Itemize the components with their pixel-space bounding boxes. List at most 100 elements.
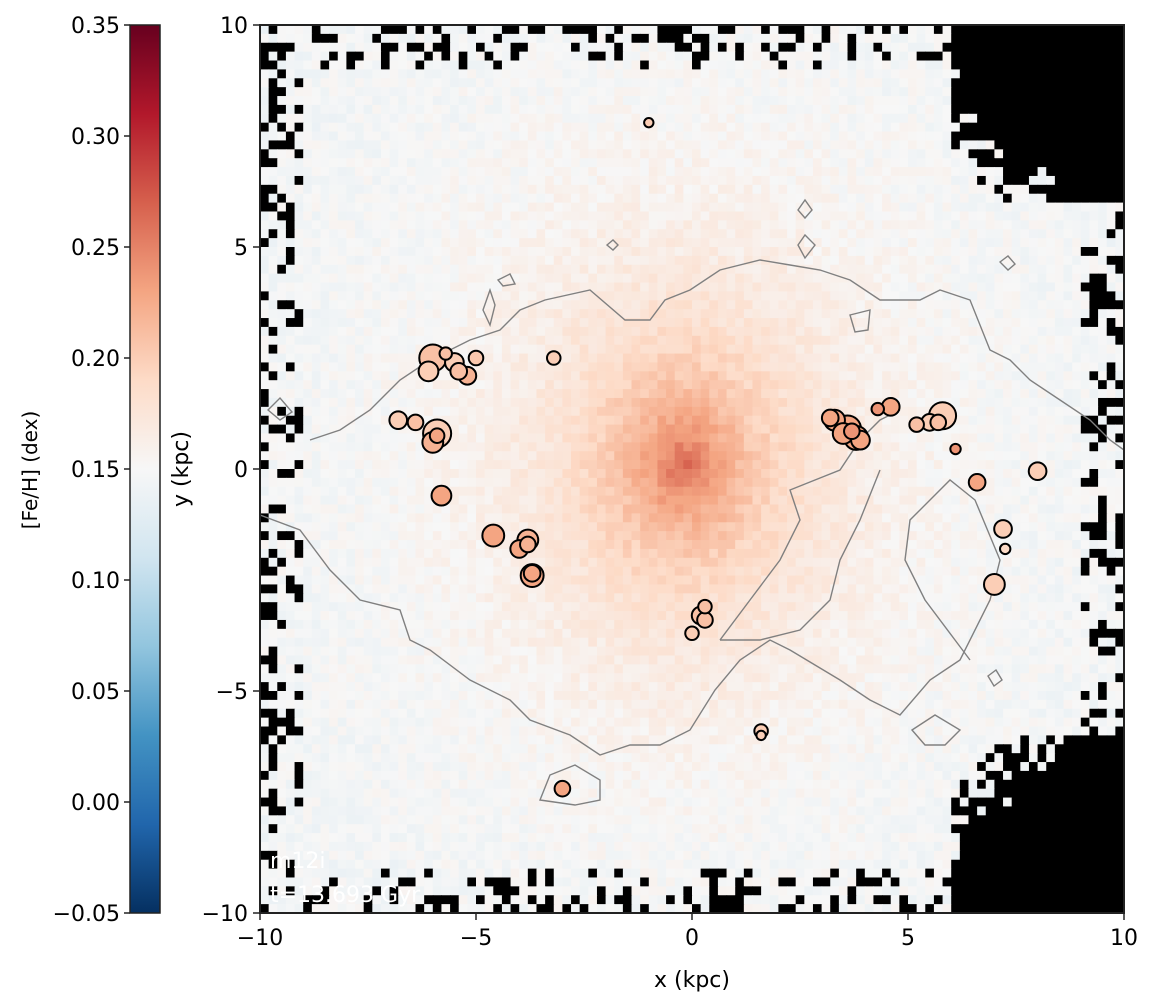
heatmap-cell xyxy=(761,104,771,115)
heatmap-cell xyxy=(493,149,503,159)
heatmap-cell xyxy=(1080,211,1091,221)
heatmap-cell xyxy=(674,300,684,310)
heatmap-cell xyxy=(1003,371,1013,381)
heatmap-cell xyxy=(355,397,365,408)
heatmap-cell xyxy=(726,353,736,364)
heatmap-cell xyxy=(735,362,745,372)
heatmap-cell xyxy=(743,122,754,133)
heatmap-cell xyxy=(320,460,330,470)
heatmap-cell xyxy=(1003,380,1013,390)
heatmap-cell xyxy=(899,158,909,168)
heatmap-cell xyxy=(501,60,512,70)
heatmap-cell xyxy=(458,264,468,275)
heatmap-cell xyxy=(717,202,728,213)
heatmap-cell xyxy=(1046,140,1056,150)
heatmap-cell xyxy=(501,78,512,88)
heatmap-cell xyxy=(268,362,278,372)
heatmap-cell xyxy=(666,193,676,204)
heatmap-cell xyxy=(536,78,546,88)
heatmap-cell xyxy=(899,371,909,381)
heatmap-cell xyxy=(761,389,771,399)
heatmap-cell xyxy=(1037,255,1047,266)
heatmap-cell xyxy=(467,335,477,346)
heatmap-cell xyxy=(303,380,313,390)
heatmap-cell xyxy=(311,122,322,133)
heatmap-cell xyxy=(830,33,840,44)
heatmap-cell xyxy=(942,184,952,195)
heatmap-cell xyxy=(389,451,399,461)
heatmap-cell xyxy=(908,220,918,230)
heatmap-cell xyxy=(467,255,477,266)
heatmap-cell xyxy=(329,353,339,364)
heatmap-cell xyxy=(337,415,347,426)
heatmap-cell xyxy=(761,273,771,284)
heatmap-cell xyxy=(1037,51,1047,62)
heatmap-cell xyxy=(260,255,270,266)
heatmap-cell xyxy=(692,193,702,204)
heatmap-cell xyxy=(700,300,710,310)
heatmap-cell xyxy=(285,335,296,346)
heatmap-cell xyxy=(804,380,814,390)
heatmap-cell xyxy=(1003,184,1013,195)
heatmap-cell xyxy=(933,211,944,221)
heatmap-cell xyxy=(1115,175,1124,186)
heatmap-cell xyxy=(1003,335,1013,346)
heatmap-cell xyxy=(890,415,900,426)
heatmap-cell xyxy=(501,344,512,355)
heatmap-cell xyxy=(761,229,771,239)
heatmap-cell xyxy=(596,229,607,239)
heatmap-cell xyxy=(1020,326,1030,337)
heatmap-cell xyxy=(864,397,875,408)
heatmap-cell xyxy=(579,309,589,319)
heatmap-cell xyxy=(536,255,546,266)
heatmap-cell xyxy=(700,247,710,257)
heatmap-cell xyxy=(614,184,624,195)
heatmap-cell xyxy=(1028,51,1039,62)
heatmap-cell xyxy=(683,433,693,443)
heatmap-cell xyxy=(899,25,909,35)
heatmap-cell xyxy=(406,291,417,301)
heatmap-cell xyxy=(346,255,356,266)
heatmap-cell xyxy=(622,264,633,275)
heatmap-cell xyxy=(735,397,745,408)
heatmap-cell xyxy=(985,353,995,364)
heatmap-cell xyxy=(545,42,555,53)
heatmap-cell xyxy=(536,51,546,62)
heatmap-cell xyxy=(1003,389,1013,399)
heatmap-cell xyxy=(1037,309,1047,319)
heatmap-cell xyxy=(493,433,503,443)
heatmap-cell xyxy=(579,131,589,142)
heatmap-cell xyxy=(1046,69,1056,79)
heatmap-cell xyxy=(925,167,935,177)
heatmap-cell xyxy=(260,424,270,435)
heatmap-cell xyxy=(450,442,460,452)
heatmap-cell xyxy=(484,415,494,426)
heatmap-cell xyxy=(942,51,952,62)
heatmap-cell xyxy=(994,122,1004,133)
heatmap-cell xyxy=(536,371,546,381)
heatmap-cell xyxy=(666,380,676,390)
heatmap-cell xyxy=(864,273,875,284)
heatmap-cell xyxy=(1080,104,1091,115)
heatmap-cell xyxy=(899,69,909,79)
heatmap-cell xyxy=(1037,291,1047,301)
heatmap-cell xyxy=(622,397,633,408)
heatmap-cell xyxy=(812,291,823,301)
heatmap-cell xyxy=(942,202,952,213)
heatmap-cell xyxy=(709,175,719,186)
heatmap-cell xyxy=(545,131,555,142)
heatmap-cell xyxy=(899,335,909,346)
heatmap-cell xyxy=(985,87,995,97)
heatmap-cell xyxy=(614,25,624,35)
heatmap-cell xyxy=(380,326,391,337)
heatmap-cell xyxy=(1089,149,1099,159)
heatmap-cell xyxy=(838,140,849,150)
heatmap-cell xyxy=(977,273,987,284)
heatmap-cell xyxy=(406,389,417,399)
heatmap-cell xyxy=(501,291,512,301)
heatmap-cell xyxy=(320,220,330,230)
heatmap-cell xyxy=(1072,415,1082,426)
heatmap-cell xyxy=(501,353,512,364)
heatmap-cell xyxy=(856,78,866,88)
heatmap-cell xyxy=(812,220,823,230)
